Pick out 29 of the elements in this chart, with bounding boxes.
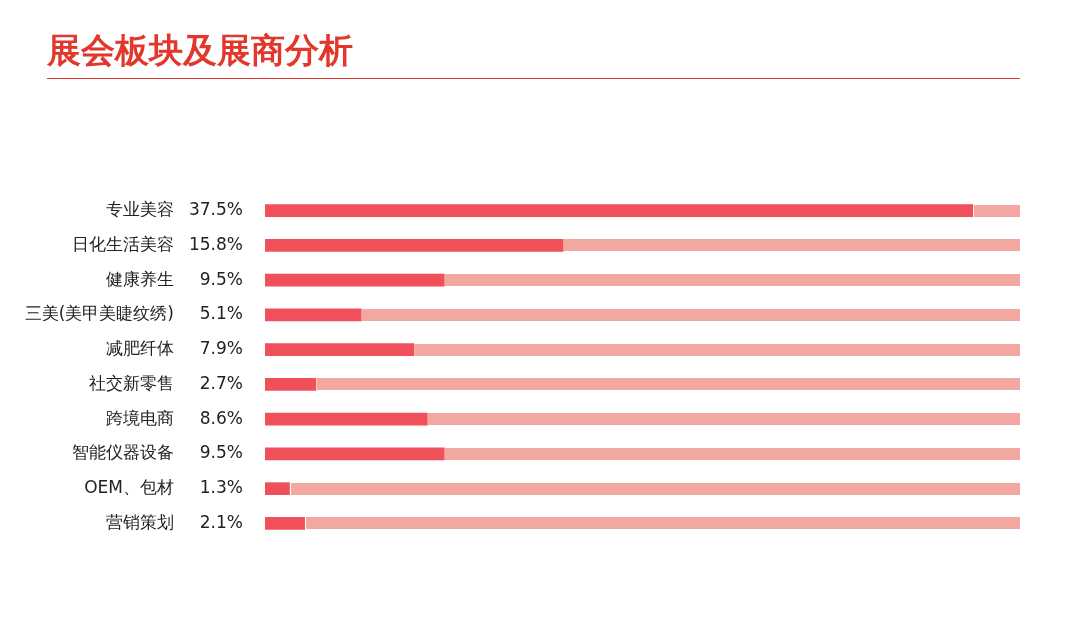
data-label: 8.6% <box>199 407 243 428</box>
bar <box>265 482 290 495</box>
data-label: 2.7% <box>199 372 243 393</box>
y-tick-label: 跨境电商 <box>106 407 174 428</box>
data-label: 5.1% <box>199 303 243 324</box>
y-tick-label: 三美(美甲美睫纹绣) <box>24 303 174 324</box>
y-tick-label: 智能仪器设备 <box>72 442 174 463</box>
chart-title: 展会板块及展商分析 <box>47 28 1020 79</box>
data-label: 9.5% <box>199 268 243 289</box>
y-tick-label: 健康养生 <box>106 268 174 289</box>
y-tick-label: 营销策划 <box>106 511 174 532</box>
bar <box>265 447 445 461</box>
y-tick-label: 社交新零售 <box>89 372 174 393</box>
y-tick-label: 减肥纤体 <box>106 338 174 359</box>
y-tick-label: 专业美容 <box>106 199 174 220</box>
data-label: 9.5% <box>199 442 243 463</box>
y-tick-label: 日化生活美容 <box>72 233 174 254</box>
bar <box>265 517 305 530</box>
bar <box>265 343 415 356</box>
bar <box>265 273 445 287</box>
data-label: 7.9% <box>199 338 243 359</box>
bar <box>265 308 362 322</box>
data-label: 2.1% <box>199 511 243 532</box>
data-label: 15.8% <box>188 233 243 254</box>
y-tick-label: OEM、包材 <box>84 477 174 498</box>
data-label: 1.3% <box>199 477 243 498</box>
data-label: 37.5% <box>188 199 243 220</box>
bar <box>265 378 317 391</box>
bar <box>265 412 428 426</box>
